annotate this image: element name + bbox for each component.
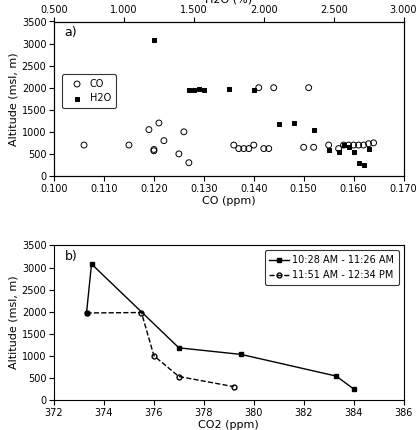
CO — [151, 146, 157, 153]
CO — [350, 141, 357, 148]
H2O — [290, 120, 297, 126]
CO — [161, 137, 167, 144]
CO — [186, 159, 192, 166]
X-axis label: H2O (%): H2O (%) — [205, 0, 253, 4]
10:28 AM - 11:26 AM — [176, 345, 181, 350]
CO — [270, 84, 277, 91]
CO — [151, 147, 157, 154]
X-axis label: CO (ppm): CO (ppm) — [202, 197, 255, 206]
10:28 AM - 11:26 AM — [239, 352, 244, 357]
Line: 10:28 AM - 11:26 AM: 10:28 AM - 11:26 AM — [84, 261, 356, 391]
CO — [265, 145, 272, 152]
CO — [360, 141, 367, 148]
11:51 AM - 12:34 PM — [151, 353, 156, 358]
10:28 AM - 11:26 AM — [89, 261, 94, 267]
CO — [250, 141, 257, 148]
Legend: CO, H2O: CO, H2O — [62, 74, 116, 108]
CO — [81, 141, 87, 148]
CO — [146, 126, 152, 133]
11:51 AM - 12:34 PM — [231, 384, 236, 389]
CO — [235, 145, 242, 152]
CO — [340, 141, 347, 148]
H2O — [340, 141, 347, 148]
Y-axis label: Altitude (msl, m): Altitude (msl, m) — [9, 276, 19, 369]
CO — [355, 141, 362, 148]
H2O — [186, 86, 192, 93]
CO — [260, 145, 267, 152]
H2O — [365, 145, 372, 152]
11:51 AM - 12:34 PM — [139, 310, 144, 315]
CO — [176, 150, 182, 157]
11:51 AM - 12:34 PM — [84, 310, 89, 316]
Y-axis label: Altitude (msl, m): Altitude (msl, m) — [9, 52, 19, 145]
CO — [345, 141, 352, 148]
10:28 AM - 11:26 AM — [84, 310, 89, 316]
H2O — [325, 147, 332, 154]
CO — [310, 144, 317, 150]
CO — [365, 140, 372, 147]
H2O — [345, 144, 352, 150]
CO — [240, 145, 247, 152]
H2O — [225, 86, 232, 93]
Text: b): b) — [64, 250, 77, 263]
H2O — [250, 86, 257, 93]
CO — [126, 141, 132, 148]
11:51 AM - 12:34 PM — [176, 374, 181, 379]
CO — [181, 129, 187, 135]
CO — [325, 141, 332, 148]
CO — [370, 139, 377, 146]
CO — [335, 145, 342, 152]
Text: a): a) — [64, 26, 77, 39]
H2O — [151, 37, 157, 43]
H2O — [335, 148, 342, 155]
H2O — [275, 120, 282, 127]
CO — [255, 84, 262, 91]
H2O — [360, 162, 367, 169]
X-axis label: CO2 (ppm): CO2 (ppm) — [198, 420, 259, 430]
CO — [156, 120, 162, 126]
10:28 AM - 11:26 AM — [351, 386, 356, 391]
H2O — [310, 127, 317, 134]
H2O — [196, 86, 202, 92]
10:28 AM - 11:26 AM — [334, 374, 339, 379]
H2O — [355, 159, 362, 166]
H2O — [201, 86, 207, 93]
H2O — [191, 86, 197, 93]
CO — [305, 84, 312, 91]
CO — [230, 141, 237, 148]
H2O — [350, 148, 357, 155]
Legend: 10:28 AM - 11:26 AM, 11:51 AM - 12:34 PM: 10:28 AM - 11:26 AM, 11:51 AM - 12:34 PM — [265, 250, 399, 285]
CO — [300, 144, 307, 150]
CO — [245, 145, 252, 152]
Line: 11:51 AM - 12:34 PM: 11:51 AM - 12:34 PM — [84, 310, 236, 389]
